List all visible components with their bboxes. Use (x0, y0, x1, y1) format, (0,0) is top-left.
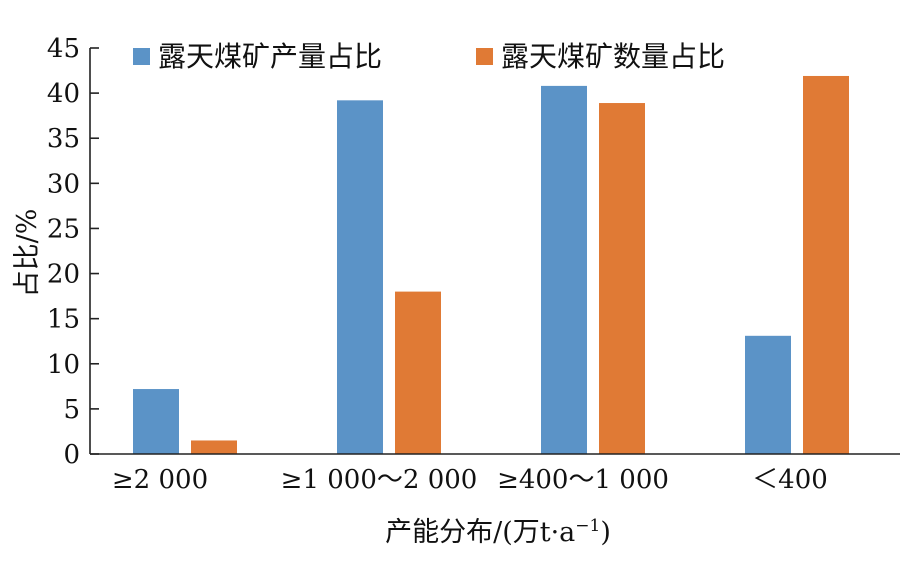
bar-count-3 (803, 75, 849, 455)
x-category-label: ≥400～1 000 (497, 465, 669, 495)
y-tick-label: 30 (47, 169, 80, 199)
y-tick-label: 10 (47, 350, 80, 380)
x-axis-title: 产能分布/(万t·a−1) (385, 516, 611, 548)
x-category-label: ≥1 000～2 000 (281, 465, 478, 495)
y-tick-label: 40 (47, 79, 80, 109)
x-axis-categories: ≥2 000 ≥1 000～2 000 ≥400～1 000 ＜400 (112, 465, 828, 495)
y-tick-label: 25 (47, 214, 80, 244)
bar-count-0 (191, 440, 237, 454)
legend-label-count: 露天煤矿数量占比 (501, 40, 725, 73)
bar-production-2 (541, 85, 587, 454)
bars (133, 75, 849, 455)
legend: 露天煤矿产量占比 露天煤矿数量占比 (133, 40, 725, 73)
legend-swatch-count (476, 48, 493, 65)
legend-swatch-production (133, 48, 150, 65)
y-tick-label: 35 (47, 124, 80, 154)
y-tick-label: 20 (47, 260, 80, 290)
x-category-label: ≥2 000 (112, 465, 208, 495)
legend-label-production: 露天煤矿产量占比 (158, 40, 382, 73)
x-axis-title-end: ) (600, 517, 611, 548)
y-tick-label: 5 (63, 395, 80, 425)
x-category-label: ＜400 (752, 465, 828, 495)
y-axis-title: 占比/% (12, 209, 43, 298)
y-tick-label: 0 (63, 440, 80, 470)
x-axis-title-superscript: −1 (575, 516, 600, 536)
y-tick-label: 15 (47, 305, 80, 335)
bar-production-1 (337, 100, 383, 454)
x-axis-title-main: 产能分布/(万t·a (385, 517, 575, 548)
y-axis-ticks: 0 5 10 15 20 25 30 35 40 45 (47, 34, 99, 470)
bar-production-0 (133, 389, 179, 454)
bar-count-2 (599, 103, 645, 454)
bar-production-3 (745, 335, 791, 454)
bar-count-1 (395, 291, 441, 454)
y-tick-label: 45 (47, 34, 80, 64)
